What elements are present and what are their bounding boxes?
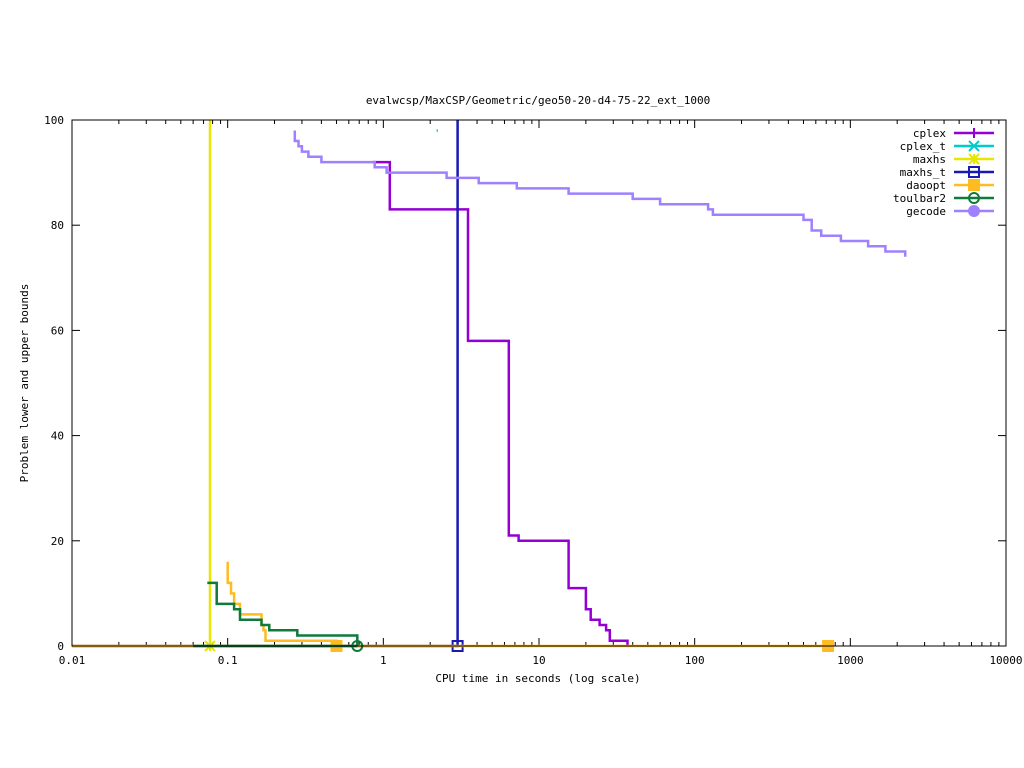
legend-label: gecode (906, 205, 946, 218)
chart-title: evalwcsp/MaxCSP/Geometric/geo50-20-d4-75… (366, 94, 710, 107)
y-tick-label: 0 (57, 640, 64, 653)
legend-marker (968, 179, 980, 191)
legend-item-toulbar2: toulbar2 (893, 192, 994, 205)
legend-label: maxhs_t (900, 166, 946, 179)
series-daoopt (72, 561, 835, 652)
legend-item-maxhs-t: maxhs_t (900, 166, 994, 179)
legend-label: cplex_t (900, 140, 946, 153)
series-line-toulbar2 (207, 581, 359, 646)
series-maxhs (204, 120, 216, 652)
series-maxhs-t (72, 120, 464, 652)
x-tick-label: 10000 (989, 654, 1022, 667)
y-tick-label: 20 (51, 535, 64, 548)
x-tick-label: 0.1 (218, 654, 238, 667)
y-tick-label: 60 (51, 324, 64, 337)
plot-frame (71, 119, 1007, 647)
series-line-cplex (372, 160, 629, 646)
series-gecode (293, 130, 907, 257)
legend-label: maxhs (913, 153, 946, 166)
series-line-gecode (293, 130, 907, 257)
y-tick-label: 40 (51, 430, 64, 443)
legend-item-daoopt: daoopt (906, 179, 994, 192)
y-tick-label: 100 (44, 114, 64, 127)
legend-label: toulbar2 (893, 192, 946, 205)
legend-marker (968, 192, 980, 204)
y-tick-label: 80 (51, 219, 64, 232)
legend-marker (968, 140, 980, 152)
legend-item-gecode: gecode (906, 205, 994, 218)
legend-marker (968, 153, 980, 165)
x-tick-label: 1 (380, 654, 387, 667)
legend-marker (969, 128, 979, 138)
x-axis-label: CPU time in seconds (log scale) (435, 672, 640, 685)
series-cplex (372, 160, 629, 646)
series-line-daoopt (226, 561, 338, 646)
x-tick-label: 1000 (837, 654, 864, 667)
legend-item-cplex: cplex (913, 127, 994, 140)
y-tick-labels: 0 20 40 60 80 100 (44, 114, 64, 653)
legend-label: daoopt (906, 179, 946, 192)
legend-item-maxhs: maxhs (913, 153, 994, 166)
legend-marker (968, 205, 980, 217)
x-tick-labels: 0.01 0.1 1 10 100 1000 10000 (59, 654, 1023, 667)
x-tick-label: 0.01 (59, 654, 86, 667)
legend-item-cplex-t: cplex_t (900, 140, 994, 153)
x-tick-label: 10 (532, 654, 545, 667)
axis-ticks (71, 119, 1007, 647)
legend-label: cplex (913, 127, 946, 140)
series-line-maxhs-t (72, 120, 459, 648)
plot-series (72, 120, 907, 652)
y-axis-label: Problem lower and upper bounds (18, 284, 31, 483)
legend: cplexcplex_tmaxhsmaxhs_tdaoopttoulbar2ge… (893, 127, 994, 218)
x-tick-label: 100 (685, 654, 705, 667)
legend-marker (968, 166, 980, 178)
